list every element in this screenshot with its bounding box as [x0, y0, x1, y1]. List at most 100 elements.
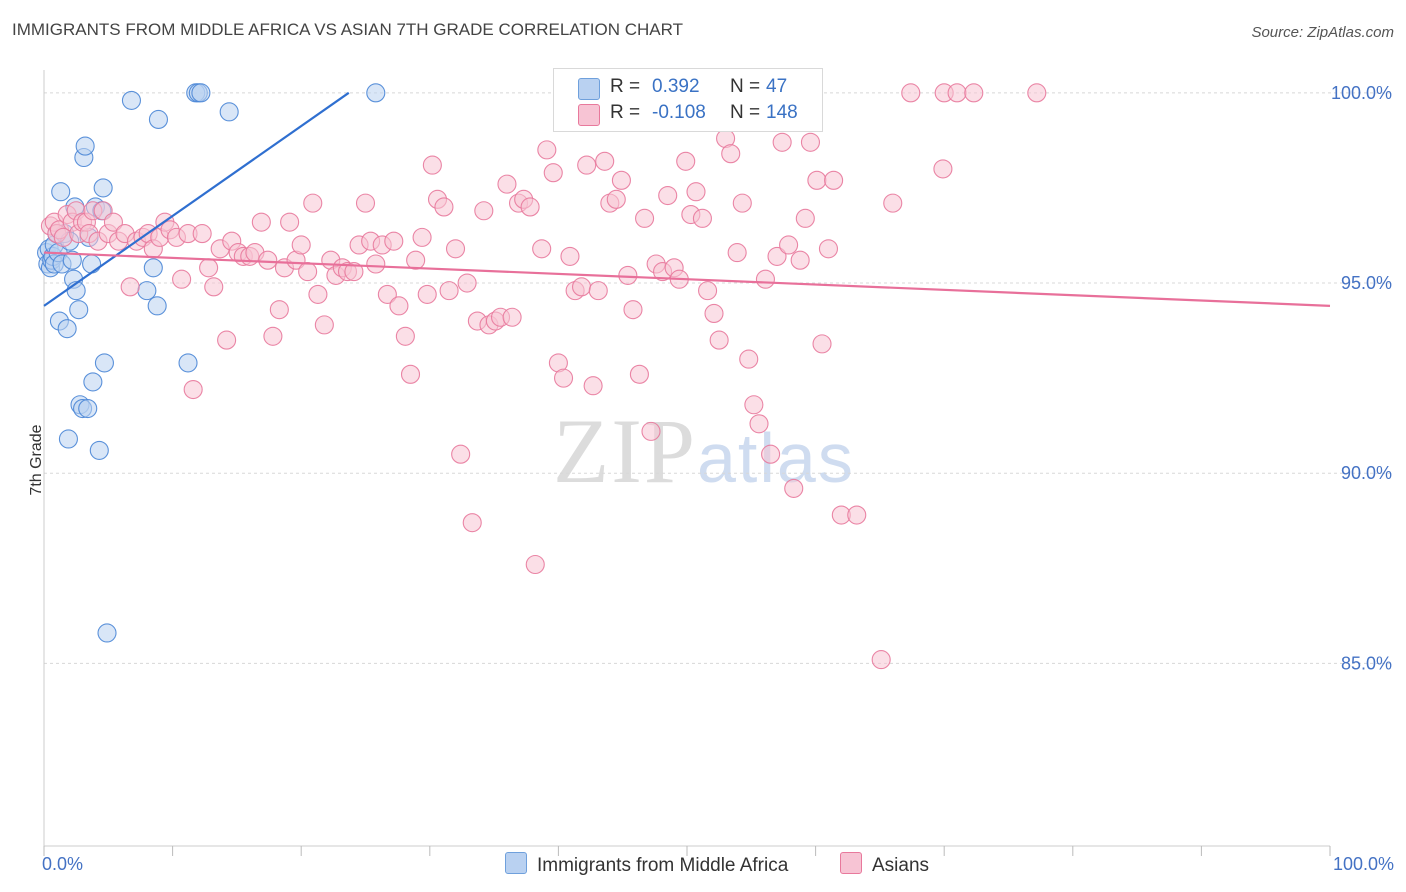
point-middle-africa [97, 623, 117, 643]
point-asians [767, 246, 787, 266]
point-asians [658, 185, 678, 206]
legend-r-label: R = [610, 76, 641, 97]
trend-line-middle-africa [43, 91, 350, 307]
point-asians [611, 170, 631, 190]
point-middle-africa [178, 353, 198, 373]
point-asians [192, 224, 212, 244]
point-asians [303, 193, 323, 213]
point-asians [964, 83, 984, 103]
point-asians [553, 368, 574, 388]
point-asians [543, 163, 563, 183]
stats-legend: R = 0.392 N = 47 R = -0.108 N = 148 [553, 68, 823, 132]
point-asians [1027, 83, 1047, 103]
point-asians [439, 281, 459, 301]
point-asians [795, 208, 815, 228]
point-asians [412, 227, 432, 247]
x-tick-label: 100.0% [1333, 854, 1394, 874]
point-asians [462, 513, 482, 533]
point-asians [709, 330, 729, 350]
point-asians [280, 212, 300, 232]
bottom-legend-asians[interactable]: Asians [840, 852, 929, 877]
point-asians [172, 269, 192, 289]
bottom-legend-label-asians: Asians [872, 855, 930, 876]
point-asians [263, 326, 283, 346]
legend-n-label: N = [730, 76, 761, 97]
point-asians [474, 201, 494, 221]
y-tick-label: 95.0% [1341, 273, 1392, 293]
legend-r-value-asians: -0.108 [652, 102, 706, 123]
point-asians [366, 254, 386, 274]
point-asians [400, 364, 421, 384]
bottom-legend-middle-africa[interactable]: Immigrants from Middle Africa [505, 852, 788, 877]
point-asians [434, 197, 454, 217]
point-asians [445, 239, 466, 259]
point-asians [635, 208, 655, 228]
y-tick-label: 85.0% [1341, 653, 1392, 673]
y-axis-label: 7th Grade [28, 424, 45, 496]
point-asians [732, 193, 752, 213]
point-asians [784, 478, 804, 498]
point-asians [269, 300, 289, 320]
point-middle-africa [89, 440, 109, 460]
point-middle-africa [69, 300, 89, 320]
point-asians [749, 414, 769, 434]
point-asians [217, 330, 237, 350]
point-asians [800, 132, 821, 152]
trend-line-asians [43, 251, 1331, 307]
point-asians [457, 273, 477, 293]
point-asians [199, 258, 219, 278]
point-middle-africa [147, 296, 167, 316]
legend-n-label: N = [730, 102, 761, 123]
chart-title: IMMIGRANTS FROM MIDDLE AFRICA VS ASIAN 7… [12, 20, 683, 39]
bottom-legend-swatch-middle-africa [505, 852, 527, 874]
point-asians [344, 262, 364, 282]
point-middle-africa [83, 372, 103, 392]
point-asians [901, 83, 921, 103]
point-asians [686, 182, 706, 202]
point-asians [417, 284, 437, 304]
point-asians [537, 140, 557, 160]
point-asians [571, 277, 592, 297]
point-asians [755, 269, 775, 289]
point-asians [451, 444, 471, 464]
point-middle-africa [121, 90, 141, 110]
trend-lines [43, 91, 1331, 307]
watermark-zip: ZIP [553, 400, 697, 502]
point-asians [258, 250, 278, 270]
point-asians [676, 151, 696, 171]
point-asians [532, 239, 552, 259]
point-asians [422, 155, 442, 175]
point-asians [560, 246, 580, 266]
point-asians [377, 284, 397, 304]
gridlines [44, 92, 1392, 664]
point-asians [395, 326, 415, 346]
point-asians [204, 277, 224, 297]
point-asians [818, 239, 839, 259]
y-tick-label: 100.0% [1331, 83, 1392, 103]
point-middle-africa [93, 178, 113, 198]
point-asians [698, 281, 718, 301]
point-asians [721, 144, 741, 164]
chart-source: Source: ZipAtlas.com [1251, 24, 1394, 41]
point-middle-africa [191, 83, 211, 103]
point-middle-africa [58, 429, 78, 449]
point-asians [406, 250, 426, 270]
point-asians [629, 364, 649, 384]
point-asians [502, 307, 522, 327]
y-tick-label: 90.0% [1341, 463, 1392, 483]
point-asians [744, 395, 764, 415]
point-asians [577, 155, 597, 175]
point-asians [251, 212, 271, 232]
legend-r-label: R = [610, 102, 641, 123]
point-asians [824, 170, 844, 190]
axes [43, 70, 1331, 856]
point-asians [790, 250, 810, 270]
bottom-legend-label-middle-africa: Immigrants from Middle Africa [537, 855, 789, 876]
point-asians [883, 193, 903, 213]
point-asians [298, 262, 318, 282]
y-axis-label-wrap: 7th Grade [28, 389, 46, 495]
point-asians [606, 189, 626, 209]
point-asians [314, 315, 334, 335]
point-asians [947, 83, 967, 103]
